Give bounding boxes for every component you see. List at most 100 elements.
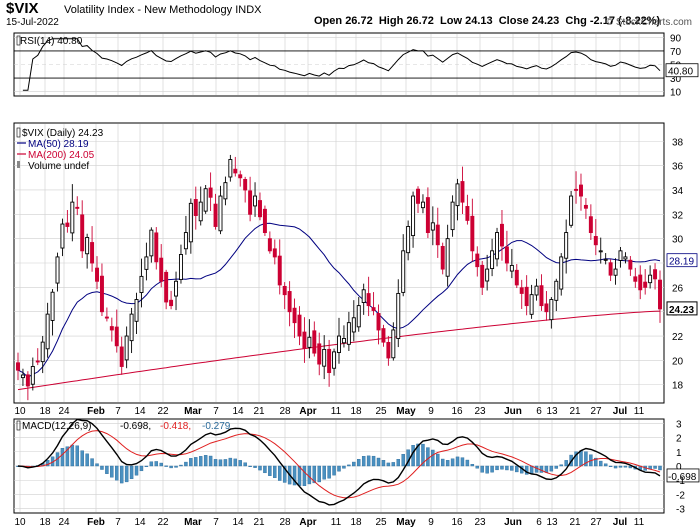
macd-histogram-bar bbox=[243, 462, 247, 467]
candle-body bbox=[119, 346, 124, 367]
volume-legend-swatch bbox=[17, 161, 20, 168]
candle-body bbox=[381, 328, 386, 343]
x-tick-label-price: Mar bbox=[184, 406, 202, 417]
low-label: Low bbox=[440, 15, 463, 27]
candle-body bbox=[356, 305, 361, 328]
open-value: 26.72 bbox=[345, 15, 373, 27]
macd-last-value: -0.698 bbox=[668, 472, 697, 483]
candle-body bbox=[248, 190, 253, 215]
macd-histogram-bar bbox=[445, 460, 450, 467]
candle-body bbox=[20, 374, 25, 379]
candle-body bbox=[608, 262, 613, 276]
x-tick-label-price: 16 bbox=[451, 406, 463, 417]
candle-body bbox=[579, 184, 583, 197]
x-tick-label-macd: 6 bbox=[536, 517, 542, 528]
rsi-legend-icon bbox=[16, 35, 21, 46]
candle-body bbox=[440, 246, 445, 270]
x-tick-label-price: 18 bbox=[39, 406, 51, 417]
macd-histogram-bar bbox=[169, 465, 173, 469]
macd-histogram-bar bbox=[179, 464, 183, 467]
x-tick-label-macd: 24 bbox=[58, 517, 70, 528]
candle-body bbox=[613, 268, 618, 276]
candle-body bbox=[253, 195, 258, 207]
x-tick-label-macd: 16 bbox=[451, 517, 463, 528]
candle-body bbox=[425, 197, 430, 234]
macd-last-box bbox=[666, 468, 700, 483]
candle-body bbox=[164, 271, 169, 303]
macd-histogram-bar bbox=[416, 443, 420, 467]
candle-body bbox=[178, 254, 183, 281]
candle-body bbox=[593, 236, 598, 246]
macd-histogram-bar bbox=[658, 465, 662, 471]
candle-body bbox=[174, 280, 179, 297]
macd-histogram-bar bbox=[80, 450, 84, 467]
candle-body bbox=[495, 232, 500, 260]
candle-body bbox=[401, 250, 406, 293]
candle-body bbox=[648, 274, 653, 284]
candle-body bbox=[346, 322, 351, 345]
macd-histogram-bar bbox=[623, 465, 628, 468]
x-tick-label-price: 23 bbox=[474, 406, 486, 417]
candle-body bbox=[134, 299, 139, 322]
macd-histogram-bar bbox=[342, 465, 346, 469]
chg-label: Chg bbox=[565, 15, 587, 27]
candle-body bbox=[262, 208, 267, 234]
macd-histogram-bar bbox=[386, 462, 391, 467]
macd-histogram-bar bbox=[85, 453, 89, 467]
candle-body bbox=[490, 250, 495, 270]
candle-body bbox=[317, 343, 322, 365]
macd-histogram-bar bbox=[426, 447, 430, 467]
macd-histogram-bar bbox=[90, 458, 94, 467]
x-tick-label-macd: 25 bbox=[375, 517, 387, 528]
x-tick-label-macd: 21 bbox=[253, 517, 265, 528]
x-tick-label-price: 6 bbox=[536, 406, 542, 417]
macd-histogram-bar bbox=[208, 455, 213, 467]
macd-histogram-bar bbox=[564, 460, 568, 467]
macd-histogram-bar bbox=[460, 457, 465, 467]
candle-body bbox=[55, 256, 60, 284]
price-tick-label: 26 bbox=[672, 283, 684, 294]
candle-body bbox=[361, 289, 366, 303]
candle-body bbox=[504, 246, 509, 264]
x-tick-label-price: 28 bbox=[279, 406, 291, 417]
candle-body bbox=[85, 236, 90, 255]
candle-body bbox=[499, 223, 504, 247]
macd-legend-name: MACD(12,26,9) bbox=[22, 421, 91, 432]
x-tick-label-price: 13 bbox=[546, 406, 558, 417]
macd-tick-label: 1 bbox=[676, 448, 682, 459]
macd-histogram-bar bbox=[352, 461, 356, 467]
x-tick-label-price: Feb bbox=[87, 406, 105, 417]
candle-body bbox=[287, 291, 292, 313]
rsi-tick-label: 90 bbox=[670, 33, 682, 44]
x-tick-label-macd: May bbox=[396, 517, 416, 528]
rsi-tick-label: 70 bbox=[670, 47, 682, 58]
x-tick-label-macd: 9 bbox=[428, 517, 434, 528]
candle-body bbox=[455, 183, 460, 207]
candle-body bbox=[554, 280, 559, 301]
candle-body bbox=[75, 206, 80, 209]
rsi-line bbox=[22, 38, 661, 91]
candle-body bbox=[159, 257, 164, 282]
candle-body bbox=[485, 268, 490, 282]
macd-histogram-bar bbox=[312, 465, 317, 484]
macd-histogram-bar bbox=[357, 459, 361, 467]
macd-histogram-bar bbox=[490, 465, 494, 473]
candle-body bbox=[60, 223, 65, 249]
macd-histogram-bar bbox=[100, 465, 104, 470]
candle-body bbox=[307, 336, 312, 348]
macd-tick-label: 0 bbox=[676, 462, 682, 473]
x-tick-label-price: 25 bbox=[375, 406, 387, 417]
macd-histogram-bar bbox=[396, 459, 400, 467]
macd-histogram-bar bbox=[584, 451, 588, 467]
x-tick-label-price: 27 bbox=[590, 406, 602, 417]
macd-histogram-bar bbox=[371, 455, 376, 467]
candle-body bbox=[569, 195, 574, 226]
candle-body bbox=[603, 258, 608, 261]
macd-histogram-bar bbox=[401, 454, 405, 467]
macd-histogram-bar bbox=[184, 461, 188, 467]
macd-histogram-bar bbox=[475, 465, 480, 469]
close-last-box bbox=[666, 301, 698, 316]
x-tick-label-price: 9 bbox=[428, 406, 434, 417]
x-tick-label-price: 21 bbox=[253, 406, 265, 417]
